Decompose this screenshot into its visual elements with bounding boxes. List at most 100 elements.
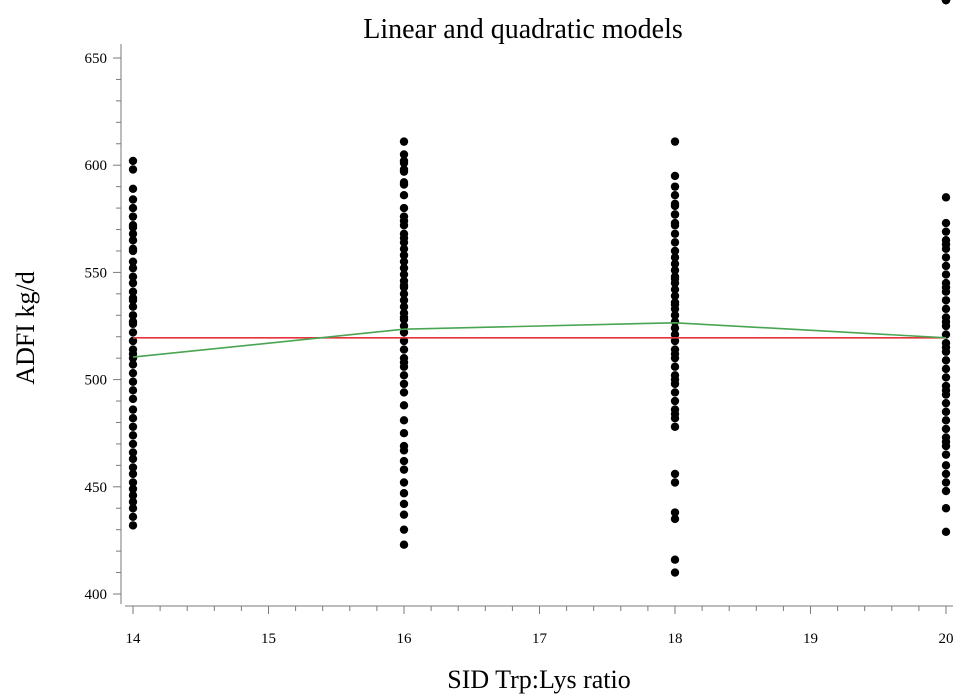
data-point [128,386,138,395]
data-point [670,514,680,524]
data-point [128,439,138,449]
data-point [670,253,680,262]
data-point [399,478,409,487]
data-point [128,469,138,479]
data-point [670,568,680,577]
data-point [128,336,138,346]
data-point [670,409,680,419]
data-point [941,478,951,487]
data-point [128,203,138,213]
data-point [670,171,680,181]
data-point [128,521,138,530]
y-axis-title: ADFI kg/d [11,271,40,384]
data-point [670,396,680,406]
data-point [128,491,138,500]
data-point [399,510,409,519]
data-point [399,336,409,346]
data-point [128,394,138,404]
data-point [670,191,680,200]
data-point [128,317,138,326]
data-point [128,272,138,281]
data-point [399,244,409,254]
data-point [128,484,138,494]
data-point [670,469,680,479]
data-point [670,246,680,256]
data-point [399,302,409,311]
data-point [670,336,680,346]
data-point [670,201,680,211]
y-axis: 400 450 500 550 600 650 [85,44,122,604]
data-point [399,371,409,380]
data-point [128,223,138,232]
data-point [399,263,409,273]
data-point [399,289,409,299]
data-point [941,193,951,202]
data-point [399,233,409,243]
data-point [128,296,138,305]
data-point [399,137,409,146]
data-point [128,212,138,221]
data-point [941,330,951,339]
data-point [941,437,951,446]
data-point [128,431,138,440]
data-point [670,291,680,301]
data-point [128,244,138,254]
data-point [128,311,138,320]
data-point [128,413,138,423]
y-tick-label: 450 [85,480,108,496]
data-point [670,330,680,339]
data-point [941,504,951,513]
data-point [941,416,951,425]
chart-title: Linear and quadratic models [363,14,683,45]
data-point [670,259,680,269]
y-tick-label: 400 [85,587,108,603]
data-point [128,377,138,386]
data-point [941,407,951,416]
y-tick-label: 600 [85,158,108,174]
data-point [399,180,409,189]
data-point [128,184,138,193]
data-point [128,454,138,464]
data-point [128,328,138,337]
data-point [941,469,951,479]
x-tick-label: 15 [261,631,276,647]
x-axis: 14 15 16 17 18 19 20 [125,605,954,647]
data-point [941,317,951,326]
data-point [399,165,409,174]
data-point [670,285,680,294]
data-point [670,388,680,397]
data-point [128,257,138,266]
data-point [670,323,680,333]
data-point [941,373,951,382]
data-point [670,182,680,191]
data-point [941,227,951,236]
data-point [670,221,680,230]
x-tick-label: 20 [939,631,954,647]
data-point [941,0,951,5]
data-point [128,448,138,457]
data-point [670,317,680,326]
data-point [399,499,409,509]
quadratic-model-line [132,321,947,358]
data-point [399,540,409,549]
data-point [399,525,409,534]
data-point [128,478,138,487]
data-point [941,398,951,408]
y-tick-label: 500 [85,373,108,389]
data-point [941,296,951,305]
data-point [399,321,409,331]
x-tick-label: 18 [668,631,683,647]
x-tick-label: 16 [397,631,413,647]
data-point [670,238,680,247]
data-point [399,379,409,389]
data-point [128,405,138,414]
model-lines [132,321,947,358]
data-point [941,364,951,374]
data-point [941,261,951,271]
data-point [670,362,680,371]
data-point [399,465,409,474]
data-point [941,218,951,228]
data-point [399,345,409,354]
data-point [670,375,680,384]
data-point [670,210,680,219]
